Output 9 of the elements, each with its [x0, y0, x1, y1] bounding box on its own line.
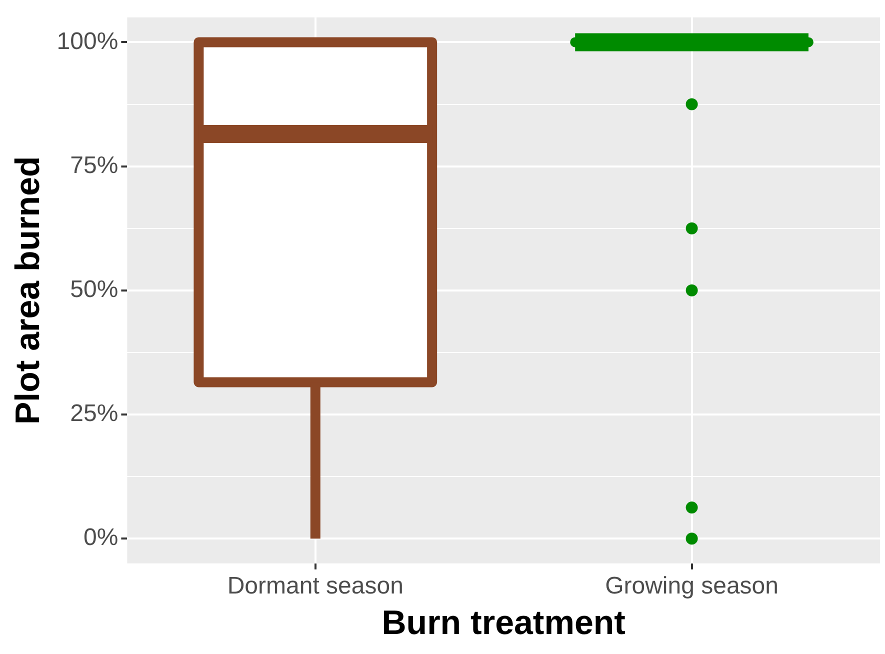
x-tick-label: Dormant season — [227, 572, 404, 600]
y-tick-label: 50% — [70, 276, 118, 304]
x-tick-label: Growing season — [605, 572, 779, 600]
y-tick-label: 0% — [83, 524, 118, 552]
y-tick-label: 100% — [56, 28, 118, 55]
x-axis-title: Burn treatment — [382, 604, 626, 642]
y-tick-label: 75% — [70, 152, 118, 179]
y-tick-label: 25% — [70, 400, 118, 428]
y-axis-title: Plot area burned — [8, 156, 47, 425]
